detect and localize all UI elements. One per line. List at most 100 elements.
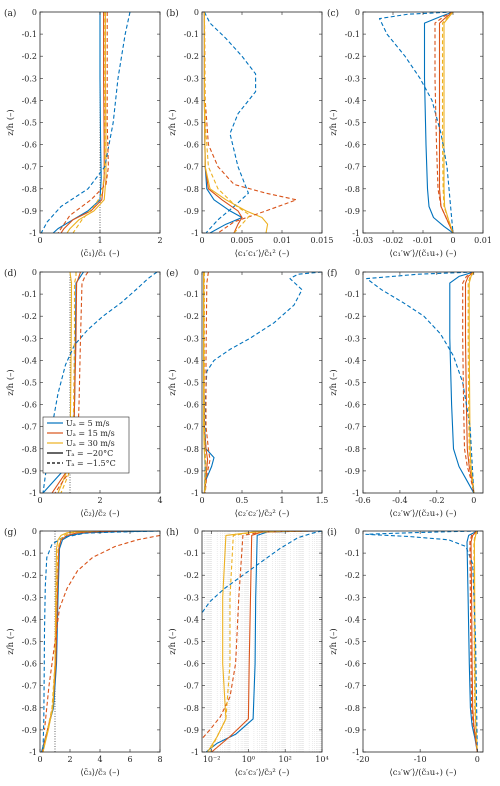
series-line [203,272,207,493]
y-tick-label: -0.3 [345,593,360,602]
x-axis-label: ⟨c̄₃⟩/c̃₃ (–) [80,767,119,778]
legend-entry: Uₐ = 30 m/s [66,439,115,448]
panel-label: (g) [4,527,17,538]
y-tick-label: -1 [29,229,37,238]
panel-b: 0-0.1-0.2-0.3-0.4-0.5-0.6-0.7-0.8-0.9-10… [166,8,333,259]
x-tick-label: 10² [279,755,292,764]
panel-e: 0-0.1-0.2-0.3-0.4-0.5-0.6-0.7-0.8-0.9-10… [166,268,328,519]
series-line [365,531,478,752]
y-tick-label: -0.7 [22,163,37,172]
panel-label: (b) [166,8,179,19]
series-line [202,531,315,740]
y-tick-label: -0.4 [345,96,360,105]
series-line [72,12,106,233]
axes-box [201,271,323,494]
x-tick-label: 0 [475,755,480,764]
y-tick-label: -0.6 [345,660,360,669]
y-tick-label: -0.5 [345,119,360,128]
series-line [469,531,478,752]
y-tick-label: -0.1 [184,290,199,299]
panel-h: 0 -0.1 -0.2 -0.3 -0.4 -0.5 -0.6 -0.7 -0.8 -0.9 -1 1… [166,527,329,778]
series-line [202,531,322,614]
x-tick-label: 10⁻² [203,755,221,764]
legend-entry: Tₐ = −1.5°C [66,459,116,468]
y-tick-label: -0.8 [345,185,360,194]
panel-c: 0-0.1-0.2-0.3-0.4-0.5-0.6-0.7-0.8-0.9-1-… [327,8,492,259]
series-line [378,12,454,233]
series-line [462,272,475,493]
x-tick-label: 0 [37,236,42,245]
y-axis-label: z/h (–) [5,109,16,135]
series-line [203,12,297,233]
y-tick-label: -0.3 [184,593,199,602]
y-tick-label: -0.9 [345,726,360,735]
y-tick-label: -0.4 [345,356,360,365]
y-tick-label: -0.6 [184,660,199,669]
series-line [209,531,307,752]
y-tick-label: 0 [355,8,360,17]
y-tick-label: 0 [194,268,199,277]
x-tick-label: 10⁰ [242,755,255,764]
series-line [449,272,475,493]
y-tick-label: -0.5 [184,638,199,647]
series-line [54,272,89,493]
y-axis-label: z/h (–) [5,369,16,395]
y-tick-label: -1 [352,229,360,238]
x-tick-label: -0.4 [392,496,407,505]
y-tick-label: -0.2 [22,312,37,321]
x-tick-label: -0.01 [413,236,434,245]
x-axis-label: ⟨c₃′w′⟩/(c̃₃u₊) (–) [389,767,456,778]
x-tick-label: 1 [279,496,284,505]
series-line [42,272,158,493]
y-tick-label: -0.3 [345,74,360,83]
y-tick-label: -0.5 [22,379,37,388]
legend-box [42,416,130,474]
x-tick-label: 2 [67,755,72,764]
series-line [203,12,251,233]
series-line [366,272,475,493]
y-tick-label: -1 [352,748,360,757]
y-tick-label: 0 [32,268,37,277]
y-tick-label: -0.6 [22,401,37,410]
x-tick-label: 4 [157,496,162,505]
x-tick-label: 8 [157,755,162,764]
y-tick-label: -0.2 [184,52,199,61]
y-tick-label: 0 [355,268,360,277]
x-tick-label: 0 [450,236,455,245]
y-tick-label: -0.3 [22,74,37,83]
y-tick-label: -0.7 [184,423,199,432]
y-tick-label: -0.9 [345,467,360,476]
x-tick-label: -0.03 [353,236,374,245]
y-tick-label: -0.7 [345,682,360,691]
y-tick-label: -0.2 [22,52,37,61]
x-tick-label: -0.2 [429,496,444,505]
y-tick-label: -0.4 [22,356,37,365]
y-tick-label: -0.3 [22,593,37,602]
y-tick-label: -0.5 [345,379,360,388]
y-tick-label: -0.7 [22,682,37,691]
x-tick-label: 4 [97,755,102,764]
series-line [438,12,454,233]
panel-f: 0-0.1-0.2-0.3-0.4-0.5-0.6-0.7-0.8-0.9-1-… [327,268,484,519]
y-tick-label: -0.7 [184,163,199,172]
y-tick-label: -0.2 [22,571,37,580]
panel-label: (d) [4,268,17,279]
y-tick-label: -0.8 [22,704,37,713]
x-axis-label: ⟨c̄₂⟩/c̃₂ (–) [80,508,119,519]
axes-box [362,530,484,753]
x-tick-label: 10⁴ [315,755,328,764]
y-tick-label: -0.9 [22,207,37,216]
y-tick-label: -0.1 [184,30,199,39]
y-tick-label: -0.1 [22,549,37,558]
y-tick-label: -0.4 [345,615,360,624]
x-axis-label: ⟨c₃′c₃′⟩/c̃₃² (–) [235,767,290,778]
x-tick-label: 0.005 [231,236,254,245]
axes-box [201,11,323,234]
x-tick-label: 0 [199,236,204,245]
y-tick-label: -0.4 [184,356,199,365]
x-axis-label: ⟨c₂′c₂′⟩/c̃₂² (–) [235,508,290,519]
y-tick-label: -0.1 [345,290,360,299]
panel-label: (e) [166,268,178,279]
y-tick-label: -0.3 [184,74,199,83]
